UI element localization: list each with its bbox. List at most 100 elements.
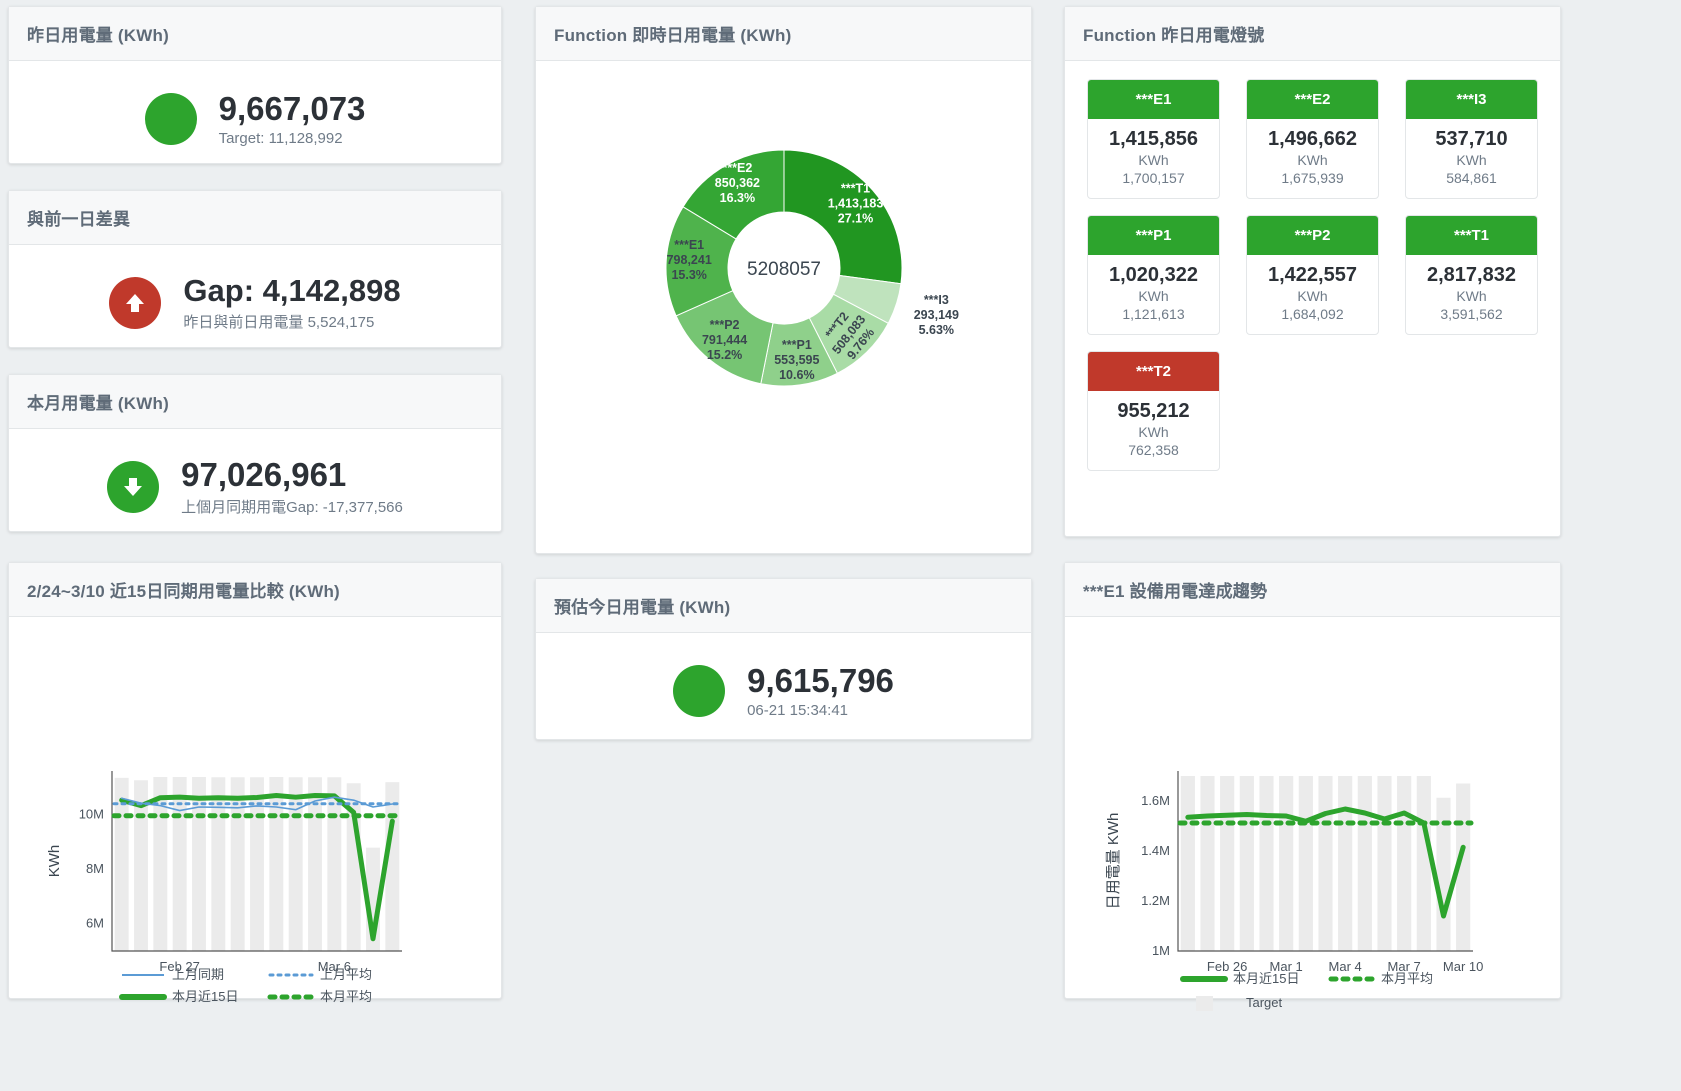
status-tile-value: 1,422,557	[1268, 264, 1357, 286]
status-tile-target: 1,121,613	[1122, 306, 1185, 322]
svg-text:***E1: ***E1	[674, 238, 704, 252]
status-tile[interactable]: ***T2 955,212 KWh 762,358	[1087, 351, 1220, 471]
legend-item[interactable]: 本月平均	[267, 989, 372, 1004]
donut-svg: 5208057 ***T11,413,18327.1%***I3293,1495…	[665, 149, 958, 387]
legend-item[interactable]: Target	[1196, 995, 1283, 1011]
card-compare-15day: 2/24~3/10 近15日同期用電量比較 (KWh) 6M 8M 10M Feb 2…	[8, 562, 502, 1027]
legend-item[interactable]: 本月近15日	[1180, 971, 1299, 986]
legend-item[interactable]: 上月同期	[122, 967, 224, 982]
status-tile-target: 584,861	[1446, 170, 1497, 186]
legend-item[interactable]: 上月平均	[268, 967, 372, 982]
status-tile-body: 1,496,662 KWh 1,675,939	[1247, 119, 1378, 198]
legend-label: 上月同期	[172, 967, 224, 982]
status-tile-name: ***E1	[1088, 80, 1219, 119]
target-bar	[1220, 776, 1235, 951]
x-tick-label: Feb 27	[159, 959, 199, 974]
target-bar	[250, 777, 264, 951]
series-本月近15日	[119, 793, 395, 942]
kpi-subtext: Target: 11,128,992	[218, 130, 343, 148]
status-tile[interactable]: ***E1 1,415,856 KWh 1,700,157	[1087, 79, 1220, 199]
target-bar	[1279, 776, 1294, 951]
x-tick-label: Feb 26	[1207, 959, 1247, 974]
card-title: 2/24~3/10 近15日同期用電量比較 (KWh)	[9, 563, 501, 617]
arrow-down-icon	[107, 461, 160, 513]
card-title: Function 即時日用電量 (KWh)	[536, 7, 1031, 61]
card-body: 9,615,796 06-21 15:34:41	[536, 633, 1031, 749]
svg-text:***P1: ***P1	[781, 338, 811, 352]
card-realtime-donut: Function 即時日用電量 (KWh) 5208057 ***T1 1,413…	[535, 6, 1032, 554]
chart-axes	[111, 771, 402, 952]
svg-text:16.3%: 16.3%	[719, 191, 754, 205]
kpi-texts: 9,667,073 Target: 11,128,992	[218, 89, 366, 148]
legend-item[interactable]: 本月平均	[1328, 971, 1433, 986]
target-bar	[1259, 776, 1274, 951]
legend-label: 本月平均	[320, 989, 372, 1004]
status-tile-value: 1,415,856	[1109, 128, 1198, 150]
kpi-row: Gap: 4,142,898 昨日與前日用電量 5,524,175	[27, 257, 483, 349]
svg-text:***E2: ***E2	[722, 161, 752, 175]
series-上月同期	[120, 796, 394, 812]
status-tile-unit: KWh	[1138, 424, 1169, 440]
status-tile-name: ***T2	[1088, 352, 1219, 391]
arrow-up-icon	[109, 277, 162, 329]
y-tick-label: 1.2M	[1141, 893, 1170, 908]
target-bar	[1298, 776, 1313, 951]
target-bar	[1180, 776, 1195, 951]
svg-text:15.2%: 15.2%	[706, 348, 741, 362]
kpi-row: 9,667,073 Target: 11,128,992	[27, 73, 483, 165]
kpi-row: 9,615,796 06-21 15:34:41	[554, 645, 1013, 737]
status-tile[interactable]: ***T1 2,817,832 KWh 3,591,562	[1405, 215, 1538, 335]
donut-center-label: 5208057	[747, 259, 821, 280]
kpi-texts: 9,615,796 06-21 15:34:41	[747, 662, 894, 720]
status-tile[interactable]: ***E2 1,496,662 KWh 1,675,939	[1246, 79, 1379, 199]
svg-text:1,413,183: 1,413,183	[827, 196, 883, 210]
status-tile-name: ***T1	[1406, 216, 1537, 255]
card-e1-trend: ***E1 設備用電達成趨勢 1M 1.2M 1.4M 1.6M Feb 26 Mar 1…	[1064, 562, 1561, 1011]
status-tile[interactable]: ***I3 537,710 KWh 584,861	[1405, 79, 1538, 199]
svg-text:15.3%: 15.3%	[671, 268, 706, 282]
status-tile-name: ***P1	[1088, 216, 1219, 255]
svg-text:***T1: ***T1	[840, 181, 869, 195]
target-bar	[1416, 776, 1431, 951]
status-tile[interactable]: ***P2 1,422,557 KWh 1,684,092	[1246, 215, 1379, 335]
donut-hole	[727, 212, 840, 324]
x-tick-label: Mar 10	[1443, 959, 1483, 974]
legend-item[interactable]: 本月近15日	[119, 989, 238, 1004]
svg-text:***I3: ***I3	[923, 293, 948, 307]
e1-trend-chart-svg[interactable]: 1M 1.2M 1.4M 1.6M Feb 26 Mar 1 Mar 4 Mar 7 Mar 1…	[1073, 621, 1553, 1011]
kpi-value: 9,667,073	[218, 89, 366, 127]
card-title: 預估今日用電量 (KWh)	[536, 579, 1031, 633]
target-bar	[269, 777, 284, 951]
target-bar	[192, 777, 206, 951]
status-tile-grid: ***E1 1,415,856 KWh 1,700,157 ***E2 1,496,662…	[1083, 73, 1542, 481]
status-tile-name: ***I3	[1406, 80, 1537, 119]
e1-trend-chart: 1M 1.2M 1.4M 1.6M Feb 26 Mar 1 Mar 4 Mar 7 Mar 1…	[1073, 621, 1552, 1016]
target-bar	[114, 777, 129, 951]
status-tile-target: 1,675,939	[1281, 170, 1344, 186]
card-month-usage: 本月用電量 (KWh) 97,026,961 上個月同期用電Gap: -17,3…	[8, 374, 502, 532]
y-tick-label: 8M	[86, 861, 104, 876]
target-bar	[172, 777, 187, 951]
status-tile-unit: KWh	[1297, 288, 1328, 304]
svg-text:798,241: 798,241	[666, 253, 711, 267]
svg-text:27.1%: 27.1%	[837, 211, 872, 225]
card-body: 97,026,961 上個月同期用電Gap: -17,377,566	[9, 429, 501, 545]
card-body: 5208057 ***T1 1,413,183 27.1% ***I3 293,149 5…	[536, 61, 1031, 515]
status-tile-value: 1,496,662	[1268, 128, 1357, 150]
card-title: 昨日用電量 (KWh)	[9, 7, 501, 61]
target-bar	[230, 777, 245, 951]
target-bar	[211, 777, 226, 951]
svg-text:10.6%: 10.6%	[779, 368, 814, 382]
card-forecast-today: 預估今日用電量 (KWh) 9,615,796 06-21 15:34:41	[535, 578, 1032, 740]
y-tick-label: 1.4M	[1141, 843, 1170, 858]
status-tile[interactable]: ***P1 1,020,322 KWh 1,121,613	[1087, 215, 1220, 335]
donut-slice-group[interactable]	[665, 149, 902, 387]
status-tile-target: 3,591,562	[1440, 306, 1503, 322]
target-bar	[1357, 776, 1372, 951]
